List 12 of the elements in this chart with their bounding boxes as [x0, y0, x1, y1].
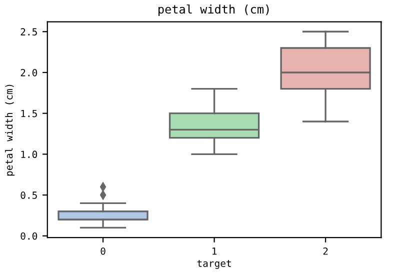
- y-tick-label: 1.0: [21, 150, 38, 158]
- x-tick-label: 2: [323, 247, 328, 255]
- y-tick-label: 2.5: [20, 28, 37, 36]
- y-tick-label: 0.0: [20, 232, 38, 240]
- chart-title: petal width (cm): [158, 4, 269, 16]
- y-tick-label: 1.5: [21, 110, 37, 118]
- x-tick-label: 0: [100, 247, 106, 255]
- y-tick-label: 2.0: [20, 68, 38, 76]
- y-tick-label: 0.5: [20, 192, 37, 199]
- x-tick-label: 1: [212, 248, 217, 255]
- x-axis-title: target: [197, 260, 231, 269]
- y-axis-title: petal width (cm): [5, 84, 15, 176]
